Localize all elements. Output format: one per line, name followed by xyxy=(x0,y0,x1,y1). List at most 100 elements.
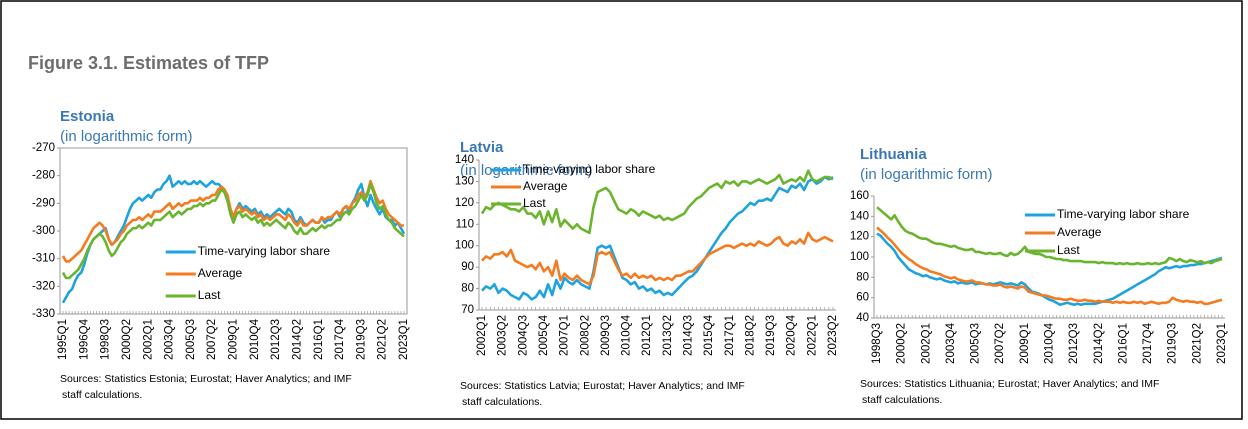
x-tick-label: 2020Q4 xyxy=(786,314,798,356)
chart-subtitle: (in logarithmic form) xyxy=(60,128,193,145)
y-tick-label: 110 xyxy=(456,218,474,230)
x-tick-label: 2021Q2 xyxy=(1191,323,1203,364)
y-tick-label: -320 xyxy=(32,280,55,292)
x-tick-label: 2009Q3 xyxy=(600,315,612,356)
legend-label: Time-varying labor share xyxy=(198,244,331,258)
chart-subtitle: (in logarithmic form) xyxy=(860,166,993,183)
y-tick-label: 70 xyxy=(461,304,474,316)
legend-label: Average xyxy=(1057,225,1102,239)
x-tick-label: 2015Q4 xyxy=(703,314,715,356)
y-tick-label: -280 xyxy=(32,170,55,182)
x-tick-label: 2019Q3 xyxy=(765,315,777,356)
x-tick-label: 2021Q2 xyxy=(377,319,389,360)
legend-label: Average xyxy=(198,266,243,280)
series-line xyxy=(876,232,1223,307)
series-line xyxy=(481,175,834,301)
y-tick-label: 100 xyxy=(850,251,869,263)
x-tick-label: 2000Q2 xyxy=(121,319,133,360)
series-line xyxy=(876,206,1223,266)
x-tick-label: 2007Q2 xyxy=(994,323,1006,364)
legend-label: Time-varying labor share xyxy=(1057,207,1190,221)
x-tick-label: 2016Q1 xyxy=(1117,323,1129,364)
y-tick-label: -270 xyxy=(32,142,55,154)
sources-note: Sources: Statistics Lithuania; Eurostat;… xyxy=(860,378,1159,390)
x-tick-label: 2003Q4 xyxy=(945,322,957,364)
x-tick-label: 2003Q2 xyxy=(497,315,509,356)
y-tick-label: 160 xyxy=(850,190,869,202)
chart-title: Estonia xyxy=(60,108,115,125)
sources-note: Sources: Statistics Estonia; Eurostat; H… xyxy=(60,373,352,385)
x-tick-label: 1998Q3 xyxy=(871,323,883,364)
series-line xyxy=(480,169,834,235)
x-tick-label: 2002Q1 xyxy=(920,323,932,364)
x-tick-label: 2012Q3 xyxy=(1068,323,1080,364)
chart-title: Lithuania xyxy=(860,146,927,163)
x-tick-label: 2010Q4 xyxy=(1044,322,1056,364)
x-tick-label: 2005Q4 xyxy=(538,314,550,356)
y-tick-label: -300 xyxy=(32,225,55,237)
x-tick-label: 2007Q2 xyxy=(206,319,218,360)
sources-note: staff calculations. xyxy=(462,396,542,408)
y-tick-label: 90 xyxy=(461,261,474,273)
legend-label: Last xyxy=(1057,243,1080,257)
x-tick-label: 2017Q1 xyxy=(724,315,736,356)
y-tick-label: 120 xyxy=(850,231,869,243)
x-tick-label: 2008Q2 xyxy=(579,315,591,356)
y-tick-label: -330 xyxy=(32,308,55,320)
y-tick-label: 80 xyxy=(461,283,474,295)
x-tick-label: 1996Q4 xyxy=(78,318,90,360)
x-tick-label: 2004Q3 xyxy=(517,315,529,356)
x-tick-label: 2010Q4 xyxy=(621,314,633,356)
x-tick-label: 1998Q3 xyxy=(100,319,112,360)
x-tick-label: 2014Q2 xyxy=(291,319,303,360)
x-tick-label: 2009Q1 xyxy=(1019,323,1031,364)
x-tick-label: 2019Q3 xyxy=(355,319,367,360)
x-tick-label: 1995Q1 xyxy=(57,319,69,360)
chart-subtitle: (in logarithmic form) xyxy=(460,162,593,179)
x-tick-label: 2002Q1 xyxy=(142,319,154,360)
x-tick-label: 2014Q2 xyxy=(1093,323,1105,364)
x-tick-label: 2017Q4 xyxy=(1142,322,1154,364)
y-tick-label: 80 xyxy=(856,271,869,283)
x-tick-label: 2013Q2 xyxy=(662,315,674,356)
x-tick-label: 2010Q4 xyxy=(249,318,261,360)
x-tick-label: 2002Q1 xyxy=(476,315,488,356)
x-tick-label: 2018Q2 xyxy=(744,315,756,356)
legend-label: Last xyxy=(523,196,546,210)
x-tick-label: 2003Q4 xyxy=(164,318,176,360)
sources-note: staff calculations. xyxy=(62,389,142,401)
y-tick-label: 140 xyxy=(850,210,869,222)
x-tick-label: 2023Q1 xyxy=(1216,323,1228,364)
sources-note: Sources: Statistics Latvia; Eurostat; Ha… xyxy=(460,380,745,392)
sources-note: staff calculations. xyxy=(862,394,942,406)
x-tick-label: 2023Q1 xyxy=(398,319,410,360)
x-tick-label: 2012Q3 xyxy=(270,319,282,360)
x-tick-label: 2005Q3 xyxy=(185,319,197,360)
y-tick-label: -290 xyxy=(32,197,55,209)
y-tick-label: -310 xyxy=(32,253,55,265)
y-tick-label: 100 xyxy=(455,240,474,252)
x-tick-label: 2009Q1 xyxy=(228,319,240,360)
x-tick-label: 2023Q2 xyxy=(827,315,839,356)
y-tick-label: 120 xyxy=(455,197,474,209)
x-tick-label: 2000Q2 xyxy=(896,323,908,364)
figure-title: Figure 3.1. Estimates of TFP xyxy=(28,53,269,73)
legend-label: Last xyxy=(198,288,221,302)
x-tick-label: 2017Q4 xyxy=(334,318,346,360)
x-tick-label: 2012Q1 xyxy=(641,315,653,356)
x-tick-label: 2022Q1 xyxy=(806,315,818,356)
series-line xyxy=(876,226,1223,306)
y-tick-label: 40 xyxy=(856,312,869,324)
x-tick-label: 2005Q3 xyxy=(970,323,982,364)
y-tick-label: 130 xyxy=(455,175,474,187)
legend-label: Average xyxy=(523,179,568,193)
series-line xyxy=(61,179,404,263)
x-tick-label: 2007Q1 xyxy=(559,315,571,356)
y-tick-label: 140 xyxy=(455,154,474,166)
series-line xyxy=(61,182,405,280)
x-tick-label: 2016Q1 xyxy=(313,319,325,360)
x-tick-label: 2019Q3 xyxy=(1167,323,1179,364)
legend-label: Time-varying labor share xyxy=(523,162,656,176)
series-line xyxy=(481,231,834,286)
